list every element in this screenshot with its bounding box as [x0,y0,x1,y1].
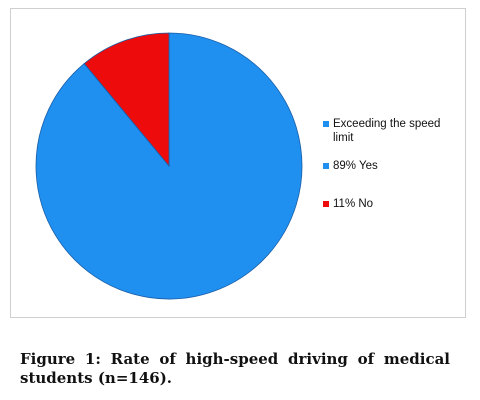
pie-chart [35,32,303,300]
legend-label-yes: 89% Yes [333,160,378,172]
legend: Exceeding the speed limit 89% Yes 11% No [323,117,463,235]
legend-label-no: 11% No [333,198,374,210]
legend-title-swatch [323,121,329,127]
legend-item-no: 11% No [323,197,463,211]
legend-swatch-no [323,201,329,207]
pie-slice-no [83,32,170,168]
legend-title: Exceeding the speed limit [333,118,441,144]
legend-swatch-yes [323,163,329,169]
chart-figure: Exceeding the speed limit 89% Yes 11% No [10,8,466,318]
legend-title-row: Exceeding the speed limit [323,117,463,145]
legend-item-yes: 89% Yes [323,159,463,173]
figure-caption: Figure 1: Rate of high-speed driving of … [20,350,450,387]
